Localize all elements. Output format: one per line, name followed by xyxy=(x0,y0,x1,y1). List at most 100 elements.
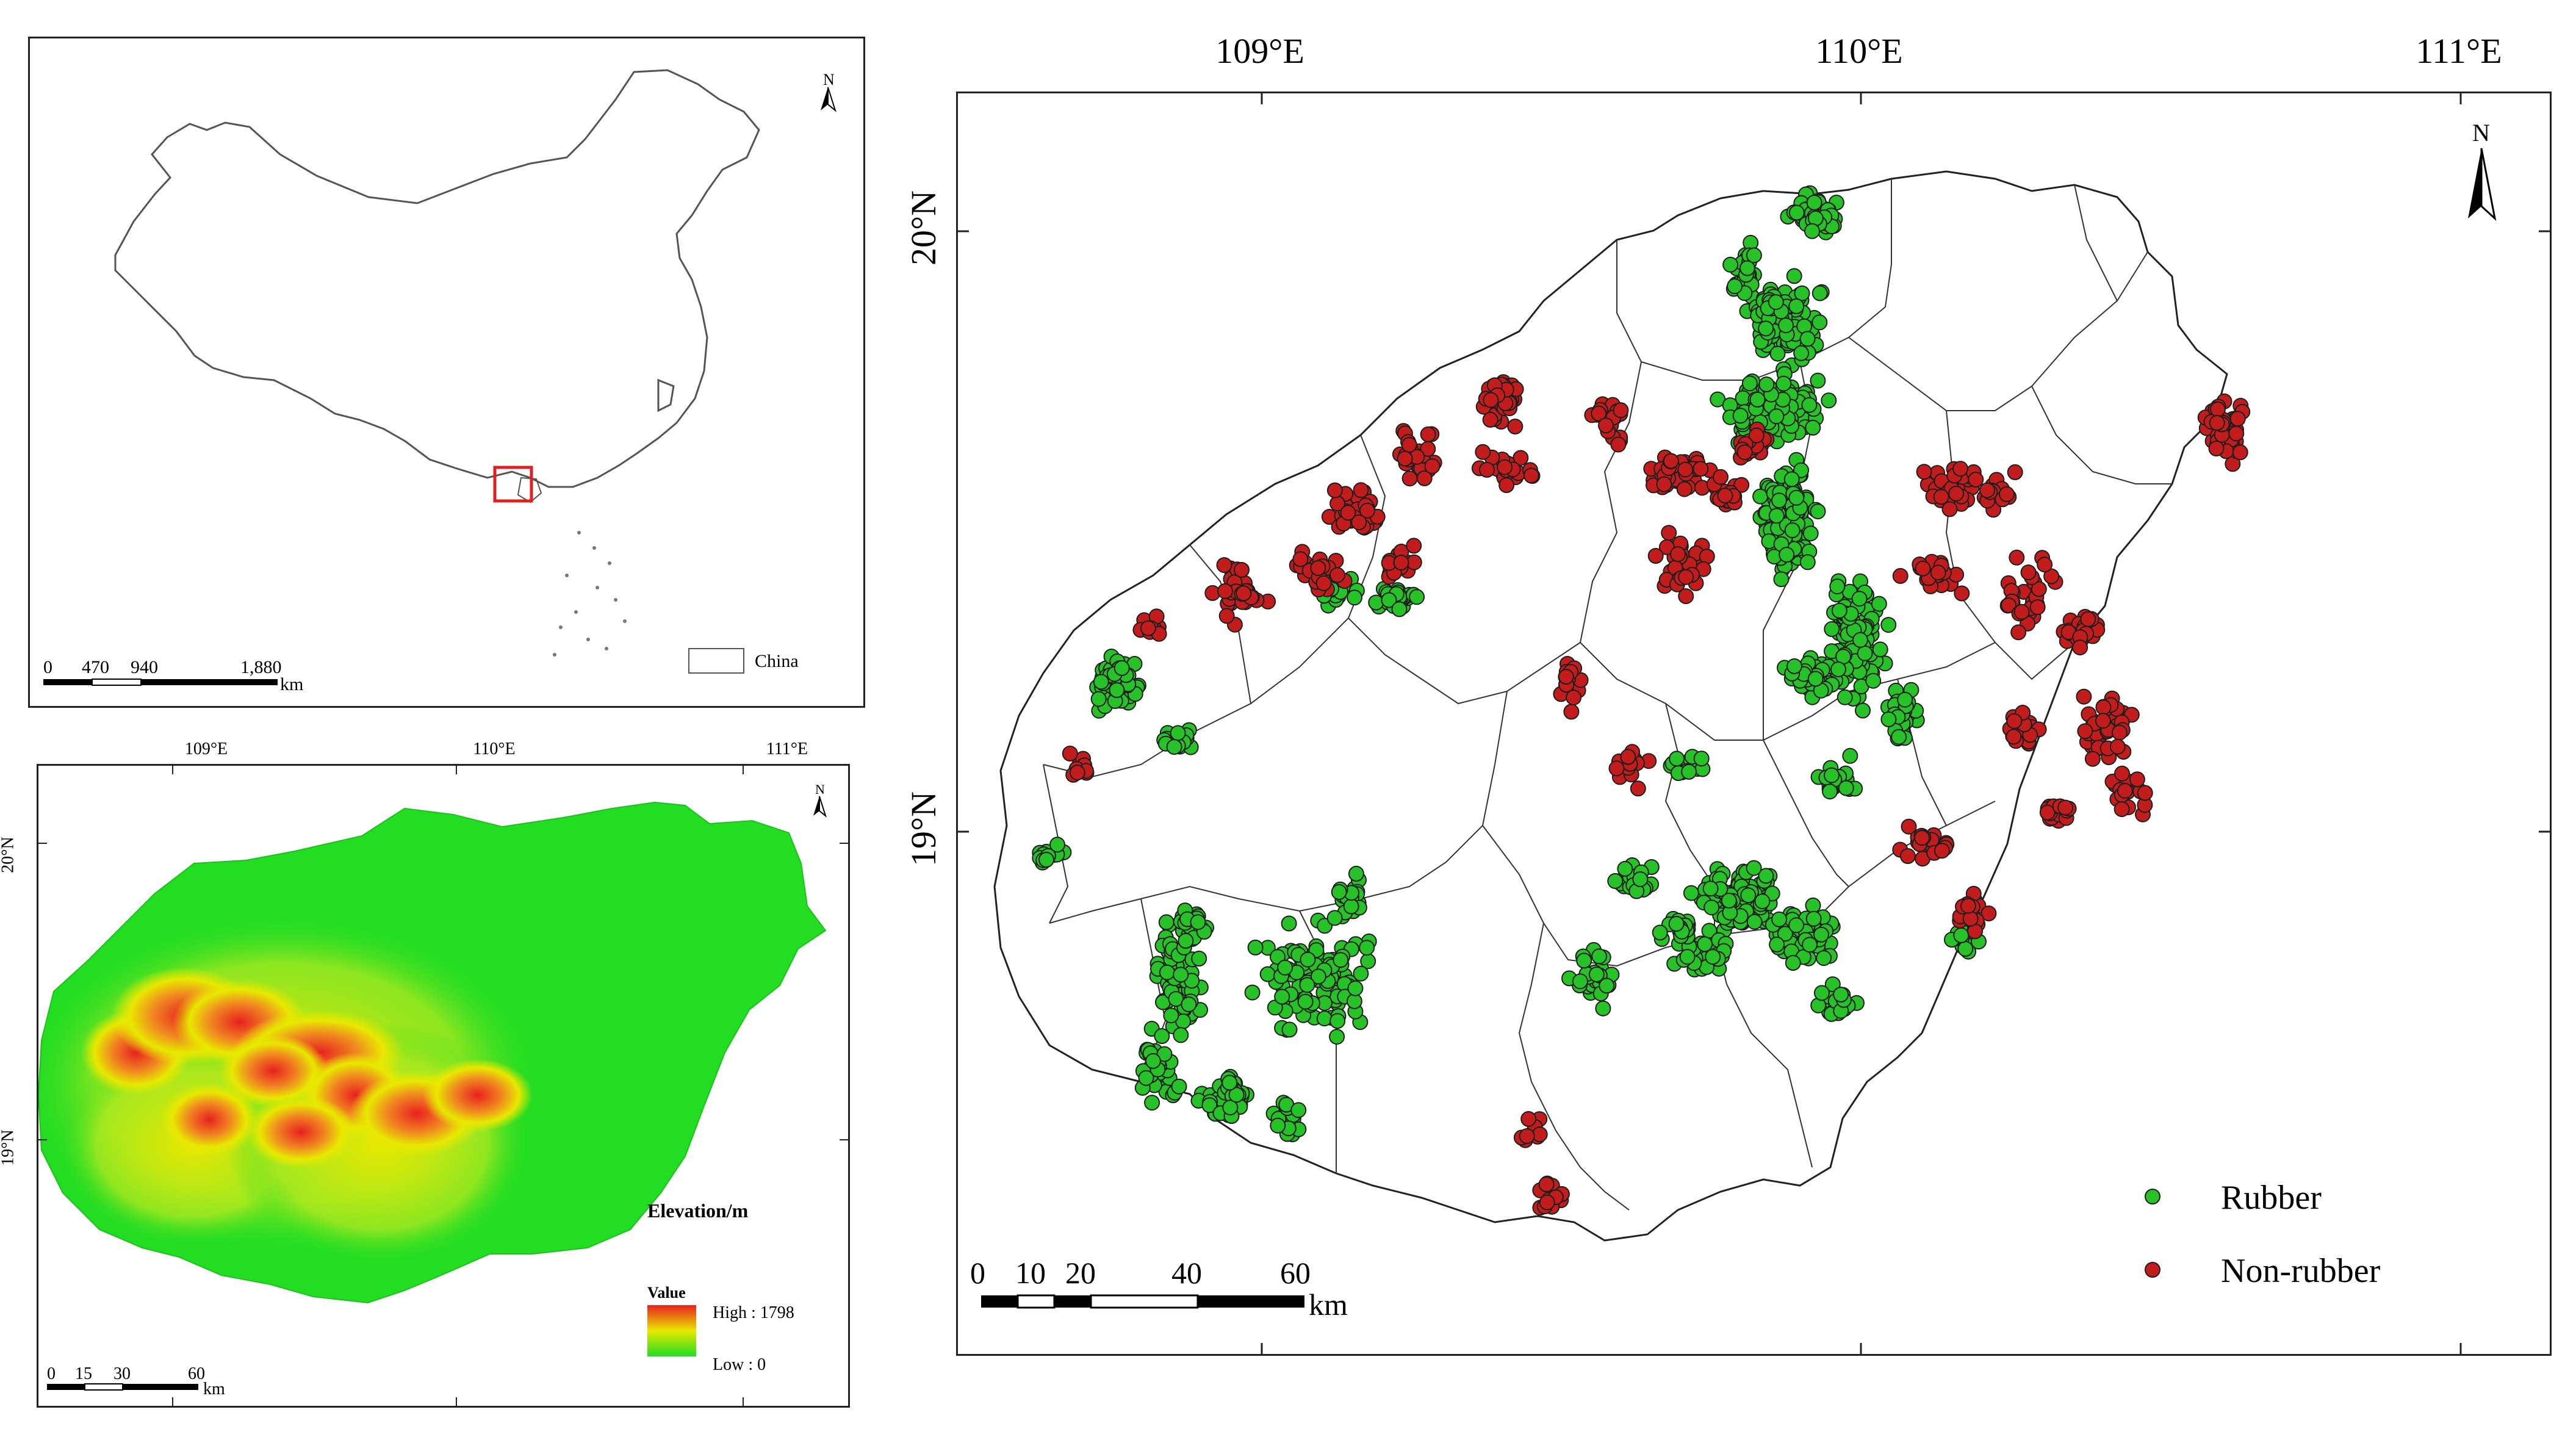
rubber-point xyxy=(1758,868,1774,884)
elevation-legend-low: Low : 0 xyxy=(713,1355,766,1374)
rubber-point xyxy=(1824,767,1840,783)
nonrubber-point xyxy=(1656,476,1672,492)
rubber-point xyxy=(1829,578,1846,595)
rubber-point xyxy=(1617,860,1633,877)
rubber-point xyxy=(1746,247,1762,264)
rubber-point xyxy=(1793,345,1810,361)
rubber-point xyxy=(1788,204,1805,221)
rubber-point xyxy=(1409,589,1425,605)
nonrubber-point xyxy=(2031,581,2047,597)
rubber-point xyxy=(1805,897,1821,913)
rubber-point xyxy=(1897,691,1913,708)
rubber-point xyxy=(1190,914,1206,931)
rubber-point xyxy=(1329,1013,1346,1029)
rubber-point xyxy=(1872,641,1888,658)
nonrubber-point xyxy=(1613,402,1629,419)
rubber-point xyxy=(1668,916,1685,932)
rubber-point xyxy=(1822,783,1838,800)
rubber-point xyxy=(1851,591,1868,607)
legend-rubber-marker xyxy=(2145,1189,2160,1204)
china-scale-label-2: 940 xyxy=(131,657,158,677)
nonrubber-point xyxy=(1717,488,1733,504)
rubber-point xyxy=(1833,987,1849,1003)
rubber-point xyxy=(1768,508,1785,524)
elevation-map: N Elevation/m Value High : 1798 Low : 0 … xyxy=(37,764,850,1408)
main-north-arrow-icon xyxy=(2468,148,2497,221)
rubber-point xyxy=(1595,1000,1611,1017)
nonrubber-point xyxy=(1678,569,1694,585)
dem-lat-label-20: 20°N xyxy=(0,837,18,873)
elevation-legend-subtitle: Value xyxy=(647,1284,686,1301)
rubber-point xyxy=(1049,837,1065,853)
nonrubber-point xyxy=(1340,505,1356,521)
rubber-point xyxy=(1693,751,1710,767)
rubber-point xyxy=(1329,1029,1345,1045)
rubber-point xyxy=(1247,939,1264,956)
main-north-label: N xyxy=(2472,119,2490,146)
rubber-point xyxy=(1775,375,1792,392)
rubber-point xyxy=(1259,966,1276,982)
nonrubber-point xyxy=(1677,461,1694,478)
dem-scale-label-2: 30 xyxy=(113,1364,131,1383)
nonrubber-point xyxy=(1234,562,1250,578)
dem-north-label: N xyxy=(815,782,825,797)
rubber-point xyxy=(1669,751,1685,767)
rubber-point xyxy=(1891,729,1907,745)
rubber-point xyxy=(1156,1046,1173,1062)
rubber-point xyxy=(1201,1097,1218,1114)
nonrubber-point xyxy=(1497,459,1513,475)
rubber-point xyxy=(1880,711,1897,727)
rubber-point xyxy=(1347,980,1364,996)
rubber-point xyxy=(1721,893,1737,909)
nonrubber-point xyxy=(2232,444,2248,461)
nonrubber-point xyxy=(1620,749,1636,765)
dem-scale-label-3: 60 xyxy=(188,1364,205,1383)
china-legend-label: China xyxy=(755,651,799,671)
rubber-point xyxy=(1391,601,1408,617)
rubber-point xyxy=(1768,408,1785,425)
nonrubber-point xyxy=(2228,425,2245,442)
nonrubber-point xyxy=(1941,501,1958,517)
nonrubber-point xyxy=(2037,556,2053,573)
rubber-point xyxy=(1953,927,1970,943)
nonrubber-point xyxy=(1498,477,1515,494)
rubber-point xyxy=(1746,860,1762,876)
rubber-point xyxy=(1811,314,1828,331)
dem-north-arrow-icon xyxy=(813,796,827,818)
rubber-point xyxy=(1572,973,1588,990)
rubber-point xyxy=(1281,1021,1298,1038)
nonrubber-point xyxy=(1968,472,1984,488)
nonrubber-point xyxy=(2013,603,2030,620)
rubber-point xyxy=(1331,884,1347,900)
rubber-point xyxy=(1855,702,1871,719)
nonrubber-point xyxy=(1482,411,1498,428)
county-boundaries xyxy=(1043,179,2172,1211)
rubber-point xyxy=(1810,372,1826,389)
nonrubber-point xyxy=(2095,699,2112,716)
rubber-point xyxy=(1599,977,1615,994)
rubber-point xyxy=(1326,910,1343,926)
nonrubber-point xyxy=(1292,551,1309,567)
nonrubber-point xyxy=(1236,585,1252,602)
north-arrow-icon xyxy=(821,87,836,112)
rubber-point xyxy=(1824,976,1841,993)
rubber-point xyxy=(1754,893,1771,910)
dem-lon-label-109: 109°E xyxy=(184,740,228,758)
elevation-legend-title: Elevation/m xyxy=(647,1200,749,1222)
rubber-point xyxy=(1274,988,1290,1005)
nonrubber-point xyxy=(2114,765,2130,782)
rubber-point xyxy=(1705,949,1721,965)
nonrubber-point xyxy=(1558,669,1574,685)
rubber-point xyxy=(1244,984,1261,1001)
rubber-point xyxy=(1739,260,1755,276)
rubber-point xyxy=(1178,932,1194,949)
rubber-point xyxy=(1038,852,1054,868)
nonrubber-point xyxy=(2006,729,2022,745)
rubber-point xyxy=(1681,763,1697,780)
legend-nonrubber-marker xyxy=(2145,1262,2160,1278)
nonrubber-point xyxy=(2117,783,2133,799)
nonrubber-point xyxy=(2010,624,2027,641)
dem-scale-label-1: 15 xyxy=(75,1364,92,1383)
rubber-point xyxy=(1852,632,1868,648)
nonrubber-point xyxy=(2077,723,2093,740)
